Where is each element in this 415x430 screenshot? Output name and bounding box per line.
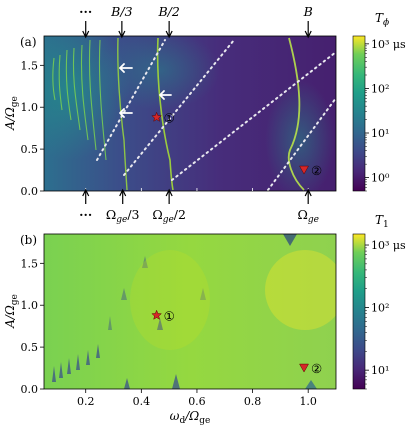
white-arrows (119, 63, 172, 118)
panel-b-xlabel: ωd/Ωge (170, 409, 211, 426)
panel-a: ①② 0.00.51.01.5 (a) A/Ωge ··· B/3 B/2 B ···… (3, 4, 406, 225)
marker-label: ② (311, 361, 322, 376)
top-annotation: B/3 (110, 4, 132, 19)
spike-1 (157, 318, 163, 330)
ridge-cluster-left (52, 39, 107, 161)
bottom-annotation: Ωge (297, 207, 318, 225)
colorbar-tick-label: 10³ μs (371, 239, 406, 252)
bottom-annotation: Ωge/2 (152, 207, 186, 225)
triangle-marker (299, 363, 309, 373)
top-annotation: ··· (79, 4, 92, 19)
marker-label: ② (311, 163, 322, 178)
ridge-omega-ge (287, 37, 305, 191)
panel-a-label: (a) (20, 35, 37, 49)
spike-11 (108, 316, 112, 330)
panel-b-bright-region-2 (130, 250, 210, 350)
xtick-label: 0.6 (188, 395, 206, 408)
top-arrowhead (118, 30, 126, 39)
bottom-annotation: ··· (79, 207, 92, 222)
colorbar-b-label: T1 (375, 213, 389, 230)
spike-8 (67, 358, 71, 374)
panel-b-frame (43, 233, 337, 390)
ytick-label: 0.5 (21, 143, 39, 156)
panel-b: ①② 0.00.51.01.5 0.2 0.4 0.6 0.8 1.0 (b) A/Ωg… (3, 213, 406, 426)
top-annotation: B (303, 4, 313, 19)
spike-4 (200, 288, 206, 300)
dip-omega-ge-half (172, 374, 180, 389)
panel-b-markers: ①② (151, 308, 322, 376)
ytick-label: 0.5 (21, 341, 39, 354)
panel-b-label: (b) (20, 233, 37, 247)
colorbar-b-ticks: 10³ μs 10² 10¹ (365, 239, 406, 390)
arrow-1 (119, 63, 133, 73)
xtick-label: 0.8 (244, 395, 262, 408)
colorbar-tick-label: 10² (371, 302, 389, 315)
arrow-2 (119, 108, 133, 118)
top-arrowhead (165, 30, 173, 39)
bottom-arrowhead (82, 188, 90, 197)
spike-6 (86, 350, 90, 365)
star-marker (151, 111, 163, 122)
panel-b-ylabel: A/Ωge (3, 294, 20, 329)
panel-a-y-ticks: 0.0 0.5 1.0 1.5 (21, 59, 309, 198)
ytick-label: 1.5 (21, 257, 39, 270)
top-annotations: ··· B/3 B/2 B (79, 4, 313, 39)
panel-b-x-ticks: 0.2 0.4 0.6 0.8 1.0 (77, 389, 317, 408)
spike-2 (121, 288, 127, 300)
xtick-label: 1.0 (299, 395, 317, 408)
panel-a-ylabel: A/Ωge (3, 96, 20, 131)
marker-label: ① (164, 308, 175, 323)
spike-10 (52, 366, 56, 382)
marker-label: ① (164, 110, 175, 125)
bottom-annotation: Ωge/3 (106, 207, 140, 225)
xtick-label: 0.4 (133, 395, 151, 408)
panel-b-y-ticks: 0.0 0.5 1.0 1.5 (21, 257, 44, 396)
colorbar-tick-label: 10⁰ (371, 172, 390, 185)
bottom-arrowhead (304, 188, 312, 197)
ytick-label: 0.0 (21, 383, 39, 396)
top-arrowhead (82, 30, 90, 39)
bottom-annotations: ··· Ωge/3 Ωge/2 Ωge (79, 188, 319, 225)
colorbar-tick-label: 10² (371, 82, 389, 95)
panel-b-heatmap-background (44, 234, 336, 389)
panel-a-glow-upper (100, 36, 220, 110)
colorbar-b (352, 233, 366, 390)
top-annotation: B/2 (157, 4, 179, 19)
ytick-label: 1.0 (21, 299, 39, 312)
panel-a-frame (43, 35, 337, 192)
dotted-guides (96, 39, 336, 191)
spike-5 (96, 344, 100, 358)
ytick-label: 1.0 (21, 101, 39, 114)
spike-3 (142, 256, 148, 268)
colorbar-a-ticks: 10³ μs 10² 10¹ 10⁰ (365, 38, 406, 192)
colorbar-a-label: Tϕ (375, 11, 389, 28)
panel-a-glow-resonance-1 (265, 80, 335, 191)
ridge-omega-ge-half (156, 37, 174, 191)
xtick-label: 0.2 (77, 395, 95, 408)
panel-b-dark-features (52, 234, 317, 389)
top-arrowhead (304, 30, 312, 39)
colorbar-a (352, 35, 366, 192)
dip-omega-ge (305, 380, 317, 389)
triangle-marker (299, 165, 309, 175)
colorbar-tick-label: 10¹ (371, 127, 389, 140)
arrow-3 (159, 90, 172, 100)
spike-9 (59, 362, 63, 378)
bottom-arrowhead (119, 188, 127, 197)
dip-omega-ge-third (124, 378, 130, 389)
bottom-arrowhead (165, 188, 173, 197)
panel-b-bright-region-1 (265, 250, 336, 330)
colorbar-tick-label: 10³ μs (371, 38, 406, 51)
ytick-label: 0.0 (21, 185, 39, 198)
ytick-label: 1.5 (21, 59, 39, 72)
dip-top-right (283, 234, 297, 246)
star-marker (151, 309, 163, 320)
panel-a-markers: ①② (151, 110, 322, 178)
colorbar-tick-label: 10¹ (371, 364, 389, 377)
spike-7 (76, 354, 80, 370)
